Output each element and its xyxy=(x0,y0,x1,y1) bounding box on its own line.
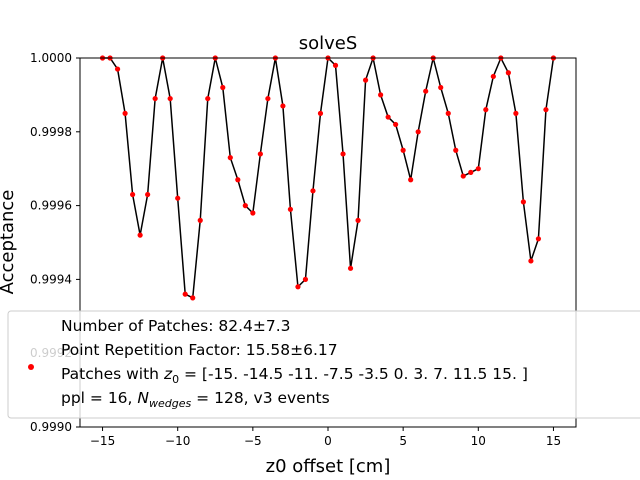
data-point xyxy=(182,291,188,297)
y-tick-label: 0.9990 xyxy=(30,420,72,434)
data-point xyxy=(347,265,354,271)
data-point xyxy=(114,66,121,72)
y-tick-label: 1.0000 xyxy=(30,51,72,65)
data-point xyxy=(378,92,384,98)
data-point xyxy=(265,95,271,102)
data-point xyxy=(287,206,294,212)
data-point xyxy=(250,210,256,216)
data-point xyxy=(145,191,151,198)
data-point xyxy=(167,95,173,102)
data-point xyxy=(483,107,489,113)
data-point xyxy=(445,110,451,116)
data-point xyxy=(513,110,519,116)
legend-box xyxy=(7,310,640,419)
data-point xyxy=(175,195,181,201)
data-point xyxy=(453,147,459,153)
y-tick-label: 0.9994 xyxy=(30,272,72,286)
x-tick-label: −10 xyxy=(165,434,190,448)
data-point xyxy=(205,95,211,102)
legend-marker xyxy=(28,364,34,370)
data-point xyxy=(408,177,414,183)
data-point xyxy=(302,276,309,282)
x-tick-label: 10 xyxy=(471,434,486,448)
data-point xyxy=(490,73,496,80)
legend-line-repetition: Point Repetition Factor: 15.58±6.17 xyxy=(61,341,338,359)
data-point xyxy=(280,103,286,109)
x-axis: −15 −10 −5 0 5 10 15 xyxy=(90,427,561,448)
legend-line-patches: Number of Patches: 82.4±7.3 xyxy=(61,317,291,335)
data-point xyxy=(295,284,301,290)
data-point xyxy=(423,88,429,94)
legend: Number of Patches: 82.4±7.3 Point Repeti… xyxy=(7,310,640,419)
data-point xyxy=(310,188,316,194)
data-point xyxy=(152,95,158,102)
x-axis-label: z0 offset [cm] xyxy=(266,456,391,477)
data-point xyxy=(257,151,263,157)
x-tick-label: −5 xyxy=(244,434,262,448)
data-point xyxy=(520,199,526,205)
data-point xyxy=(227,155,233,161)
data-point xyxy=(400,147,406,153)
data-point xyxy=(355,217,361,223)
x-tick-label: −15 xyxy=(90,434,115,448)
y-axis-label: Acceptance xyxy=(0,190,18,295)
data-point xyxy=(505,70,511,76)
data-point xyxy=(235,177,241,183)
data-point xyxy=(362,77,369,83)
data-point xyxy=(332,62,339,68)
data-point xyxy=(438,84,444,91)
data-point xyxy=(415,129,421,135)
data-point xyxy=(242,203,248,209)
data-point xyxy=(393,121,399,128)
data-point xyxy=(475,166,481,172)
y-tick-label: 0.9996 xyxy=(30,199,72,213)
data-point xyxy=(317,110,324,116)
data-point xyxy=(190,295,196,301)
data-point xyxy=(130,191,136,198)
data-point xyxy=(197,217,203,223)
data-point xyxy=(137,232,143,238)
y-tick-label: 0.9998 xyxy=(30,125,72,139)
x-tick-label: 5 xyxy=(399,434,407,448)
data-point xyxy=(535,236,542,242)
data-point xyxy=(122,110,128,116)
legend-line-ppl: ppl = 16, Nwedges = 128, v3 events xyxy=(61,389,330,410)
data-point xyxy=(528,258,534,264)
data-point xyxy=(385,114,391,120)
data-point xyxy=(543,107,549,113)
chart-title: solveS xyxy=(299,33,358,54)
legend-line-z0: Patches with z0 = [-15. -14.5 -11. -7.5 … xyxy=(61,365,528,386)
data-point xyxy=(340,151,346,157)
data-point xyxy=(220,84,226,91)
x-tick-label: 0 xyxy=(324,434,332,448)
x-tick-label: 15 xyxy=(546,434,561,448)
data-point xyxy=(460,173,466,179)
data-point xyxy=(468,169,474,175)
